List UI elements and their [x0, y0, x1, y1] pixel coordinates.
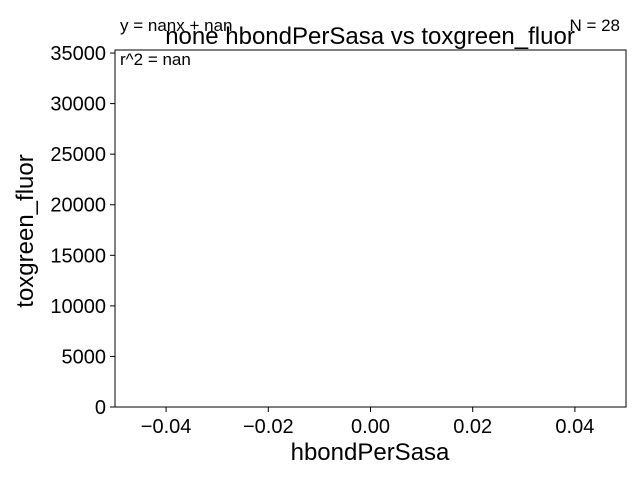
plot-area: [114, 49, 627, 408]
y-tick-label: 15000: [50, 245, 106, 267]
y-tick-label: 30000: [50, 94, 106, 116]
y-axis-ticks: 0 5000 10000 15000 20000 25000 30000 35000: [50, 43, 115, 419]
x-axis-ticks: −0.04 −0.02 0.00 0.02 0.04: [141, 407, 594, 438]
x-tick-label: 0.00: [351, 416, 390, 438]
y-tick-label: 10000: [50, 296, 106, 318]
y-tick-label: 5000: [62, 346, 107, 368]
x-axis-label: hbondPerSasa: [291, 439, 450, 466]
fit-equation-annotation: y = nanx + nan: [120, 16, 232, 35]
y-tick-label: 25000: [50, 144, 106, 166]
x-tick-label: −0.02: [243, 416, 294, 438]
y-tick-label: 35000: [50, 43, 106, 65]
sample-count-annotation: N = 28: [569, 16, 620, 35]
axes-frame: [114, 49, 627, 408]
x-tick-label: −0.04: [141, 416, 192, 438]
y-tick-label: 20000: [50, 195, 106, 217]
r-squared-annotation: r^2 = nan: [120, 50, 191, 69]
x-tick-label: 0.04: [555, 416, 594, 438]
chart-title: none hbondPerSasa vs toxgreen_fluor: [165, 23, 575, 50]
y-tick-label: 0: [95, 397, 106, 419]
y-axis-label: toxgreen_fluor: [12, 154, 39, 307]
x-tick-label: 0.02: [453, 416, 492, 438]
